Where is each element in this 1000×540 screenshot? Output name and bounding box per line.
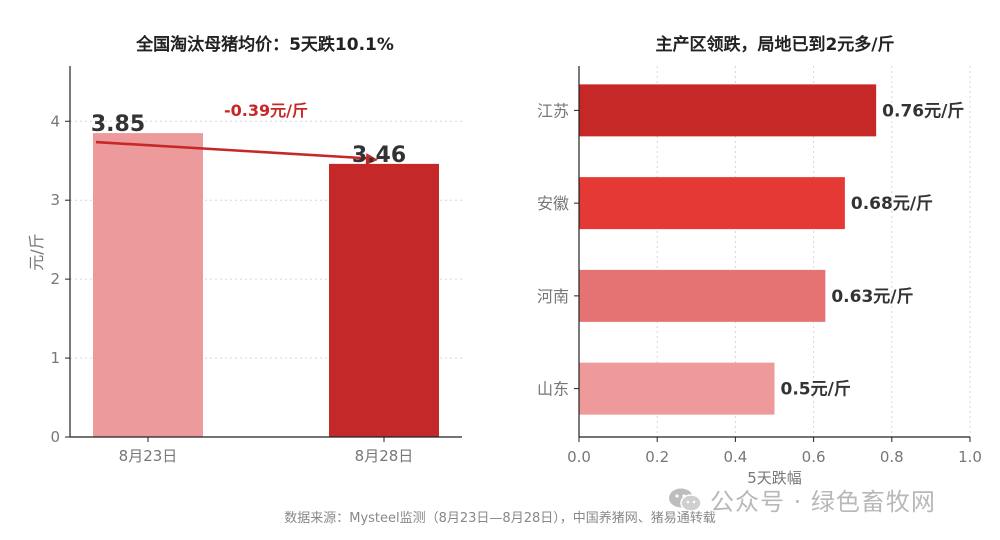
left-ytick-label: 3 [50, 191, 60, 209]
source-note: 数据来源：Mysteel监测（8月23日—8月28日），中国养猪网、猪易通转载 [284, 511, 716, 526]
left-chart-title: 全国淘汰母猪均价：5天跌10.1% [135, 34, 394, 55]
change-arrow [95, 140, 369, 160]
right-axes [574, 66, 971, 442]
right-bar [579, 362, 775, 415]
right-xtick-label: 0.0 [567, 448, 591, 466]
left-value-label: 3.85 [91, 112, 145, 137]
right-xtick-label: 0.6 [802, 448, 826, 466]
right-ytick-label: 江苏 [537, 101, 569, 120]
right-x-axis-label: 5天跌幅 [747, 469, 802, 487]
right-bars [579, 84, 877, 415]
left-y-axis-label: 元/斤 [27, 233, 46, 270]
change-annotation: -0.39元/斤 [224, 101, 308, 120]
left-bar [93, 133, 203, 437]
right-ytick-label: 河南 [537, 287, 569, 306]
right-xtick-label: 0.2 [645, 448, 669, 466]
right-bar [579, 84, 877, 137]
left-value-label: 3.46 [352, 143, 406, 168]
wechat-icon [669, 488, 702, 512]
right-ytick-label: 安徽 [537, 194, 569, 213]
right-value-label: 0.76元/斤 [882, 101, 964, 121]
left-bar [329, 163, 439, 437]
right-labels: 0.0 0.2 0.4 0.6 0.8 1.0 江苏 0.76元/斤安徽 0.68元/斤河南 0.… [537, 101, 982, 487]
right-bar [579, 269, 826, 322]
right-value-label: 0.5元/斤 [781, 380, 851, 400]
right-bar [579, 177, 845, 230]
right-xtick-label: 1.0 [958, 448, 982, 466]
left-ytick-label: 1 [50, 349, 60, 367]
watermark-text: 公众号 · 绿色畜牧网 [710, 488, 936, 516]
left-bar-chart: 0 1 2 3 4 8月23日 3.85 8月28日 3.46 元/斤 -0.39元/斤 [27, 66, 462, 465]
right-xtick-label: 0.8 [880, 448, 904, 466]
left-axes [65, 66, 462, 442]
left-bars [93, 133, 439, 437]
left-ytick-label: 2 [50, 270, 60, 288]
right-value-label: 0.63元/斤 [831, 287, 913, 307]
right-value-label: 0.68元/斤 [851, 194, 933, 214]
change-arrow-head [365, 153, 378, 166]
left-labels: 0 1 2 3 4 8月23日 3.85 8月28日 3.46 元/斤 -0.39元/斤 [27, 101, 413, 465]
right-xtick-label: 0.4 [723, 448, 747, 466]
left-xtick-label: 8月28日 [355, 447, 414, 465]
left-xtick-label: 8月23日 [119, 447, 178, 465]
watermark: 公众号 · 绿色畜牧网 [668, 482, 936, 517]
right-ytick-label: 山东 [537, 380, 569, 399]
left-ytick-label: 4 [50, 112, 60, 130]
left-ytick-label: 0 [50, 428, 60, 446]
right-chart-title: 主产区领跌，局地已到2元多/斤 [655, 34, 894, 55]
right-bar-chart: 0.0 0.2 0.4 0.6 0.8 1.0 江苏 0.76元/斤安徽 0.68元/斤河南 0.… [537, 66, 982, 487]
